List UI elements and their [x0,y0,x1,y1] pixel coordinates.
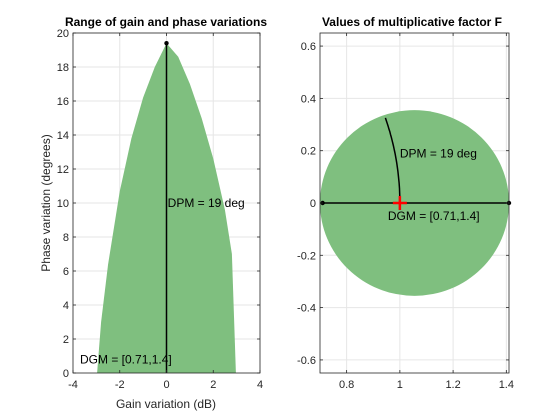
gain-phase-chart: Range of gain and phase variations -4 -2 0… [39,15,267,411]
dpm-annotation: DPM = 19 deg [168,196,245,210]
y-tick-label: 18 [57,62,69,74]
peak-marker [164,41,169,46]
y-tick-label: 2 [63,334,69,346]
phase-arc [384,117,401,204]
y-tick-label: -0.6 [297,355,316,367]
axes: -4 -2 0 2 4 0 2 4 6 8 10 12 14 16 18 20 [57,28,263,391]
chart-title: Values of multiplicative factor F [322,15,502,29]
x-tick-label: 1.2 [445,379,460,391]
dpm-annotation: DPM = 19 deg [400,146,477,160]
y-tick-label: 0 [310,198,316,210]
chart-title: Range of gain and phase variations [65,15,267,29]
y-tick-label: 20 [57,28,69,40]
plot-area [97,41,236,373]
y-tick-label: -0.2 [297,250,316,262]
x-tick-label: 2 [210,379,216,391]
axes: 0.8 1 1.2 1.4 -0.6 -0.4 -0.2 0 0.2 0.4 0.6 [297,32,514,391]
x-tick-label: 0.8 [339,379,354,391]
y-tick-label: -0.4 [297,303,316,315]
x-tick-label: 1.4 [499,379,514,391]
nominal-point-marker [392,196,407,210]
x-tick-label: 0 [163,379,169,391]
y-tick-label: 4 [63,300,69,312]
dgm-annotation: DGM = [0.71,1.4] [388,209,480,223]
y-tick-label: 14 [57,130,69,142]
y-tick-label: 10 [57,198,69,210]
x-tick-label: 4 [257,379,263,391]
y-tick-label: 16 [57,96,69,108]
y-tick-label: 12 [57,164,69,176]
y-tick-label: 0.2 [301,146,316,158]
y-axis-label: Phase variation (degrees) [39,134,53,271]
y-tick-label: 0.4 [301,93,316,105]
x-tick-label: -4 [68,379,78,391]
y-tick-label: 8 [63,232,69,244]
x-tick-label: -2 [115,379,125,391]
y-tick-label: 6 [63,266,69,278]
x-axis-label: Gain variation (dB) [116,397,216,411]
dgm-annotation: DGM = [0.71,1.4] [80,352,172,366]
plot-area [320,110,512,296]
y-tick-label: 0.6 [301,41,316,53]
x-tick-label: 1 [397,379,403,391]
multiplicative-factor-chart: Values of multiplicative factor F 0.8 1 1.… [297,15,514,391]
y-tick-label: 0 [63,368,69,380]
